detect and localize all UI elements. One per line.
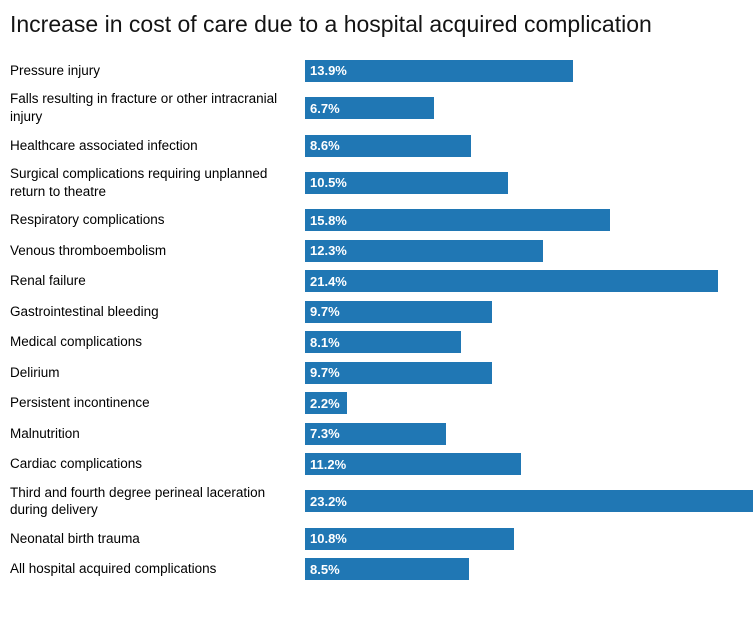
category-label: Malnutrition: [10, 425, 80, 441]
bar: 2.2%: [305, 392, 348, 415]
category-label: Persistent incontinence: [10, 395, 150, 411]
bar-track: 23.2%: [305, 490, 754, 513]
bar-track: 15.8%: [305, 209, 754, 232]
bar: 9.7%: [305, 300, 493, 323]
chart-row: Persistent incontinence 2.2%: [10, 392, 754, 415]
bar-value-label: 11.2%: [310, 456, 347, 472]
bar: 21.4%: [305, 270, 719, 293]
category-label: Respiratory complications: [10, 212, 165, 228]
chart-rows: Pressure injury 13.9% Falls resulting in f…: [10, 59, 754, 581]
bar-track: 10.5%: [305, 171, 754, 194]
bar-value-label: 10.8%: [310, 531, 347, 547]
chart-row: Medical complications 8.1%: [10, 331, 754, 354]
bar: 8.6%: [305, 134, 472, 157]
bar-value-label: 23.2%: [310, 493, 347, 509]
bar-value-label: 13.9%: [310, 63, 347, 79]
category-label: Healthcare associated infection: [10, 137, 198, 153]
chart-row: All hospital acquired complications 8.5%: [10, 558, 754, 581]
bar: 11.2%: [305, 453, 522, 476]
bar-value-label: 6.7%: [310, 100, 340, 116]
chart-row: Cardiac complications 11.2%: [10, 453, 754, 476]
chart-row: Renal failure 21.4%: [10, 270, 754, 293]
chart-row: Delirium 9.7%: [10, 361, 754, 384]
chart-row: Neonatal birth trauma 10.8%: [10, 527, 754, 550]
category-label: Neonatal birth trauma: [10, 530, 140, 546]
category-label: Delirium: [10, 364, 60, 380]
bar-track: 11.2%: [305, 453, 754, 476]
category-label: Medical complications: [10, 334, 143, 350]
bar: 10.8%: [305, 527, 514, 550]
bar-track: 2.2%: [305, 392, 754, 415]
bar-value-label: 8.1%: [310, 334, 340, 350]
bar-track: 21.4%: [305, 270, 754, 293]
bar: 15.8%: [305, 209, 611, 232]
bar: 8.1%: [305, 331, 462, 354]
bar-value-label: 8.5%: [310, 561, 340, 577]
bar-chart: Increase in cost of care due to a hospit…: [10, 11, 754, 581]
bar-track: 12.3%: [305, 239, 754, 262]
chart-row: Venous thromboembolism 12.3%: [10, 239, 754, 262]
category-label: Cardiac complications: [10, 456, 143, 472]
chart-row: Respiratory complications 15.8%: [10, 209, 754, 232]
bar-track: 7.3%: [305, 422, 754, 445]
category-label: Venous thromboembolism: [10, 242, 167, 258]
bar: 10.5%: [305, 171, 508, 194]
bar-value-label: 7.3%: [310, 426, 340, 442]
bar: 13.9%: [305, 59, 574, 82]
bar-track: 13.9%: [305, 59, 754, 82]
bar-track: 9.7%: [305, 361, 754, 384]
bar-track: 8.6%: [305, 134, 754, 157]
bar: 8.5%: [305, 558, 470, 581]
category-label: Renal failure: [10, 273, 86, 289]
category-label: Surgical complications requiring unplann…: [10, 166, 268, 199]
bar-track: 8.1%: [305, 331, 754, 354]
chart-row: Gastrointestinal bleeding 9.7%: [10, 300, 754, 323]
category-label: Falls resulting in fracture or other int…: [10, 91, 278, 125]
bar-value-label: 9.7%: [310, 304, 340, 320]
category-label: All hospital acquired complications: [10, 561, 217, 577]
bar-track: 6.7%: [305, 97, 754, 120]
bar-value-label: 2.2%: [310, 395, 340, 411]
bar: 7.3%: [305, 422, 446, 445]
bar-value-label: 15.8%: [310, 212, 347, 228]
bar-value-label: 12.3%: [310, 243, 347, 259]
bar-track: 8.5%: [305, 558, 754, 581]
category-label: Third and fourth degree perineal lacerat…: [10, 484, 266, 518]
chart-row: Surgical complications requiring unplann…: [10, 165, 754, 201]
bar: 12.3%: [305, 239, 543, 262]
chart-row: Healthcare associated infection 8.6%: [10, 134, 754, 157]
chart-title: Increase in cost of care due to a hospit…: [10, 11, 652, 37]
category-label: Gastrointestinal bleeding: [10, 303, 159, 319]
bar-track: 9.7%: [305, 300, 754, 323]
chart-row: Pressure injury 13.9%: [10, 59, 754, 82]
bar-value-label: 8.6%: [310, 138, 340, 154]
chart-row: Falls resulting in fracture or other int…: [10, 90, 754, 126]
chart-row: Malnutrition 7.3%: [10, 422, 754, 445]
bar: 23.2%: [305, 490, 754, 513]
bar-value-label: 10.5%: [310, 175, 347, 191]
chart-row: Third and fourth degree perineal lacerat…: [10, 484, 754, 520]
bar-value-label: 21.4%: [310, 273, 347, 289]
category-label: Pressure injury: [10, 62, 101, 78]
bar: 9.7%: [305, 361, 493, 384]
bar: 6.7%: [305, 97, 435, 120]
bar-value-label: 9.7%: [310, 365, 340, 381]
bar-track: 10.8%: [305, 527, 754, 550]
